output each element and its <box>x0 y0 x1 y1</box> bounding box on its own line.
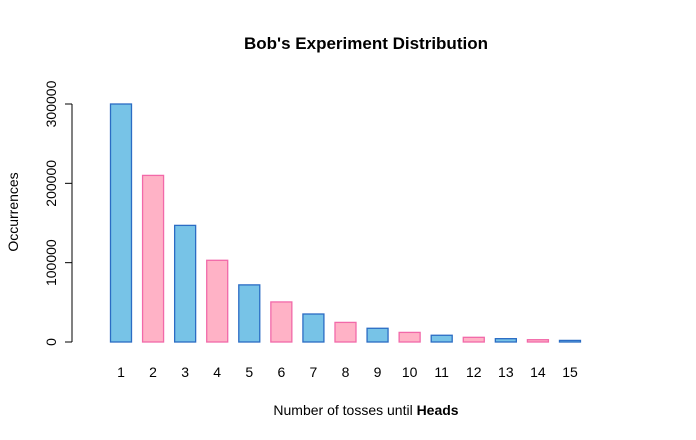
y-tick-label: 300000 <box>43 80 59 127</box>
bars-group <box>109 103 582 343</box>
bar-2 <box>141 174 165 343</box>
x-tick-label: 15 <box>562 364 578 380</box>
x-tick-label: 12 <box>466 364 482 380</box>
bar-11 <box>430 334 453 343</box>
x-tick-label: 1 <box>117 364 125 380</box>
x-tick-label: 2 <box>149 364 157 380</box>
bar-10 <box>398 331 421 343</box>
bar-3 <box>173 224 197 343</box>
chart-title: Bob's Experiment Distribution <box>244 34 488 53</box>
x-axis-label: Number of tosses until Heads <box>273 402 458 418</box>
y-tick-label: 0 <box>43 338 59 346</box>
bar-12 <box>462 336 485 343</box>
bar-7 <box>302 313 325 343</box>
x-tick-label: 8 <box>342 364 350 380</box>
bar-6 <box>270 301 293 343</box>
bar-9 <box>366 327 389 343</box>
bar-8 <box>334 321 357 343</box>
x-tick-label: 10 <box>402 364 418 380</box>
y-tick-label: 200000 <box>43 160 59 207</box>
x-tick-label: 6 <box>277 364 285 380</box>
x-tick-label: 14 <box>530 364 546 380</box>
x-tick-label: 4 <box>213 364 221 380</box>
y-tick-label: 100000 <box>43 239 59 286</box>
x-axis-label-bold: Heads <box>417 402 459 418</box>
x-tick-label: 13 <box>498 364 514 380</box>
x-tick-label: 5 <box>245 364 253 380</box>
bar-1 <box>109 103 133 343</box>
y-axis-ticks: 0 100000 200000 300000 <box>43 80 72 346</box>
bar-14 <box>526 339 550 343</box>
bar-5 <box>238 284 261 343</box>
x-tick-label: 3 <box>181 364 189 380</box>
bar-4 <box>206 259 229 343</box>
y-axis-label: Occurrences <box>5 172 21 251</box>
bar-15 <box>558 339 582 343</box>
x-axis-label-prefix: Number of tosses until <box>273 402 416 418</box>
x-tick-labels: 1 2 3 4 5 6 7 8 9 10 11 12 13 14 15 <box>117 364 578 380</box>
x-tick-label: 7 <box>310 364 318 380</box>
bar-13 <box>494 338 517 343</box>
x-tick-label: 9 <box>374 364 382 380</box>
x-tick-label: 11 <box>434 364 449 380</box>
